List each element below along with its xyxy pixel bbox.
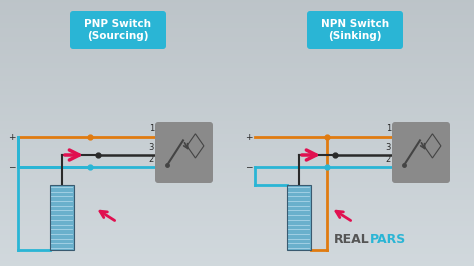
Text: PARS: PARS [370,233,406,246]
Text: NPN Switch
(Sinking): NPN Switch (Sinking) [321,19,389,41]
Text: PNP Switch
(Sourcing): PNP Switch (Sourcing) [84,19,152,41]
Text: −: − [9,163,16,172]
Text: REAL: REAL [334,233,370,246]
FancyBboxPatch shape [155,122,213,183]
Text: 1: 1 [386,124,391,133]
Text: +: + [246,132,253,142]
Text: 2: 2 [386,155,391,164]
Text: 2: 2 [149,155,154,164]
FancyBboxPatch shape [392,122,450,183]
Text: 3: 3 [149,143,154,152]
Text: −: − [246,163,253,172]
Text: +: + [9,132,16,142]
Text: 3: 3 [386,143,391,152]
FancyBboxPatch shape [307,11,403,49]
Bar [287,185,311,250]
FancyBboxPatch shape [70,11,166,49]
Text: 1: 1 [149,124,154,133]
Bar [50,185,74,250]
